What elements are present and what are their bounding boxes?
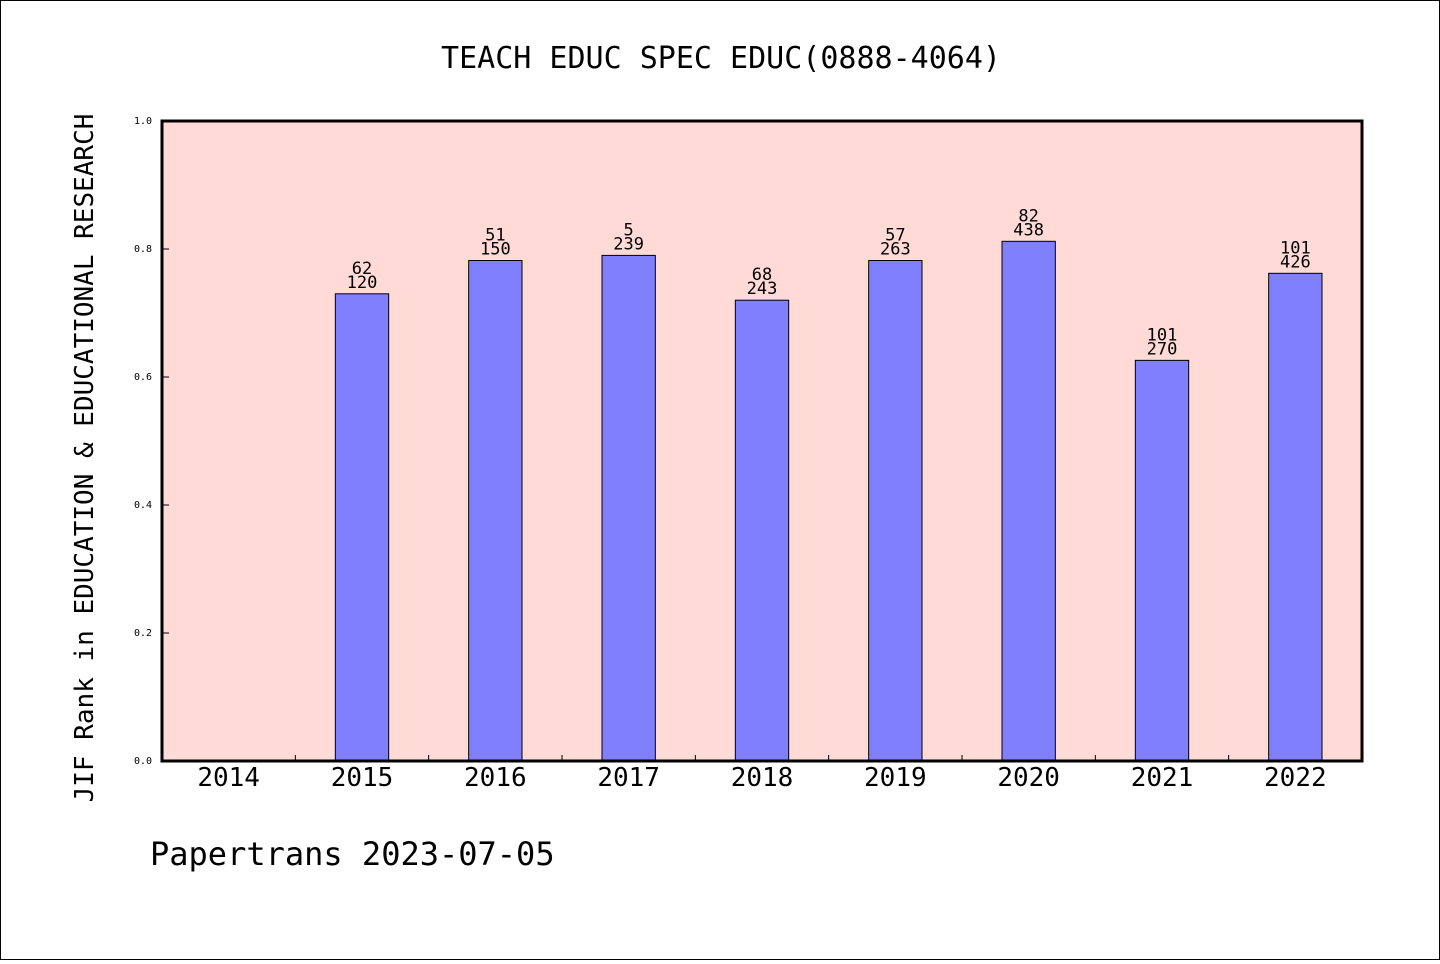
x-tick-label: 2019 bbox=[864, 763, 927, 793]
rank-label: 82 bbox=[1018, 206, 1038, 226]
y-tick-label: 0.2 bbox=[134, 628, 152, 639]
rank-label: 51 bbox=[485, 226, 505, 246]
rank-label: 5 bbox=[624, 220, 634, 240]
x-tick-label: 2021 bbox=[1131, 763, 1194, 793]
bar-2017 bbox=[601, 254, 656, 762]
total-label: 243 bbox=[747, 279, 778, 299]
y-tick-label: 0.8 bbox=[134, 244, 152, 255]
bar-2015 bbox=[334, 293, 390, 762]
x-tick-label: 2014 bbox=[197, 763, 260, 793]
bar-2022 bbox=[1268, 272, 1323, 762]
x-tick-label: 2016 bbox=[464, 763, 527, 793]
x-tick-label: 2022 bbox=[1264, 763, 1327, 793]
x-tick-label: 2015 bbox=[331, 763, 394, 793]
x-tick-label: 2018 bbox=[731, 763, 794, 793]
y-tick-label: 1.0 bbox=[134, 116, 152, 127]
total-label: 120 bbox=[347, 273, 378, 293]
bar-2021 bbox=[1134, 359, 1190, 762]
bar-2020 bbox=[1001, 240, 1056, 762]
rank-label: 101 bbox=[1280, 238, 1311, 258]
x-tick-label: 2020 bbox=[997, 763, 1060, 793]
total-label: 426 bbox=[1280, 252, 1311, 272]
plot-border bbox=[160, 119, 1364, 763]
footer-text: Papertrans 2023-07-05 bbox=[150, 835, 555, 873]
bar-2019 bbox=[868, 260, 923, 762]
chart-title: TEACH EDUC SPEC EDUC(0888-4064) bbox=[441, 41, 1001, 76]
rank-label: 68 bbox=[752, 265, 772, 285]
total-label: 150 bbox=[480, 240, 511, 260]
total-label: 263 bbox=[880, 240, 911, 260]
y-tick-label: 0.4 bbox=[134, 500, 152, 511]
total-label: 239 bbox=[613, 234, 644, 254]
bar-2018 bbox=[734, 299, 790, 762]
rank-label: 62 bbox=[352, 259, 372, 279]
rank-label: 57 bbox=[885, 226, 905, 246]
y-tick-label: 0.6 bbox=[134, 372, 152, 383]
rank-label: 101 bbox=[1147, 325, 1178, 345]
total-label: 270 bbox=[1147, 339, 1178, 359]
x-tick-label: 2017 bbox=[597, 763, 660, 793]
bar-2016 bbox=[468, 260, 523, 762]
x-axis: 2014 2015 2016 2017 2018 2019 2020 2021 2022 bbox=[197, 755, 1327, 793]
y-tick-label: 0.0 bbox=[134, 756, 152, 767]
y-axis-label: JIF Rank in EDUCATION & EDUCATIONAL RESE… bbox=[70, 114, 100, 803]
total-label: 438 bbox=[1013, 220, 1044, 240]
